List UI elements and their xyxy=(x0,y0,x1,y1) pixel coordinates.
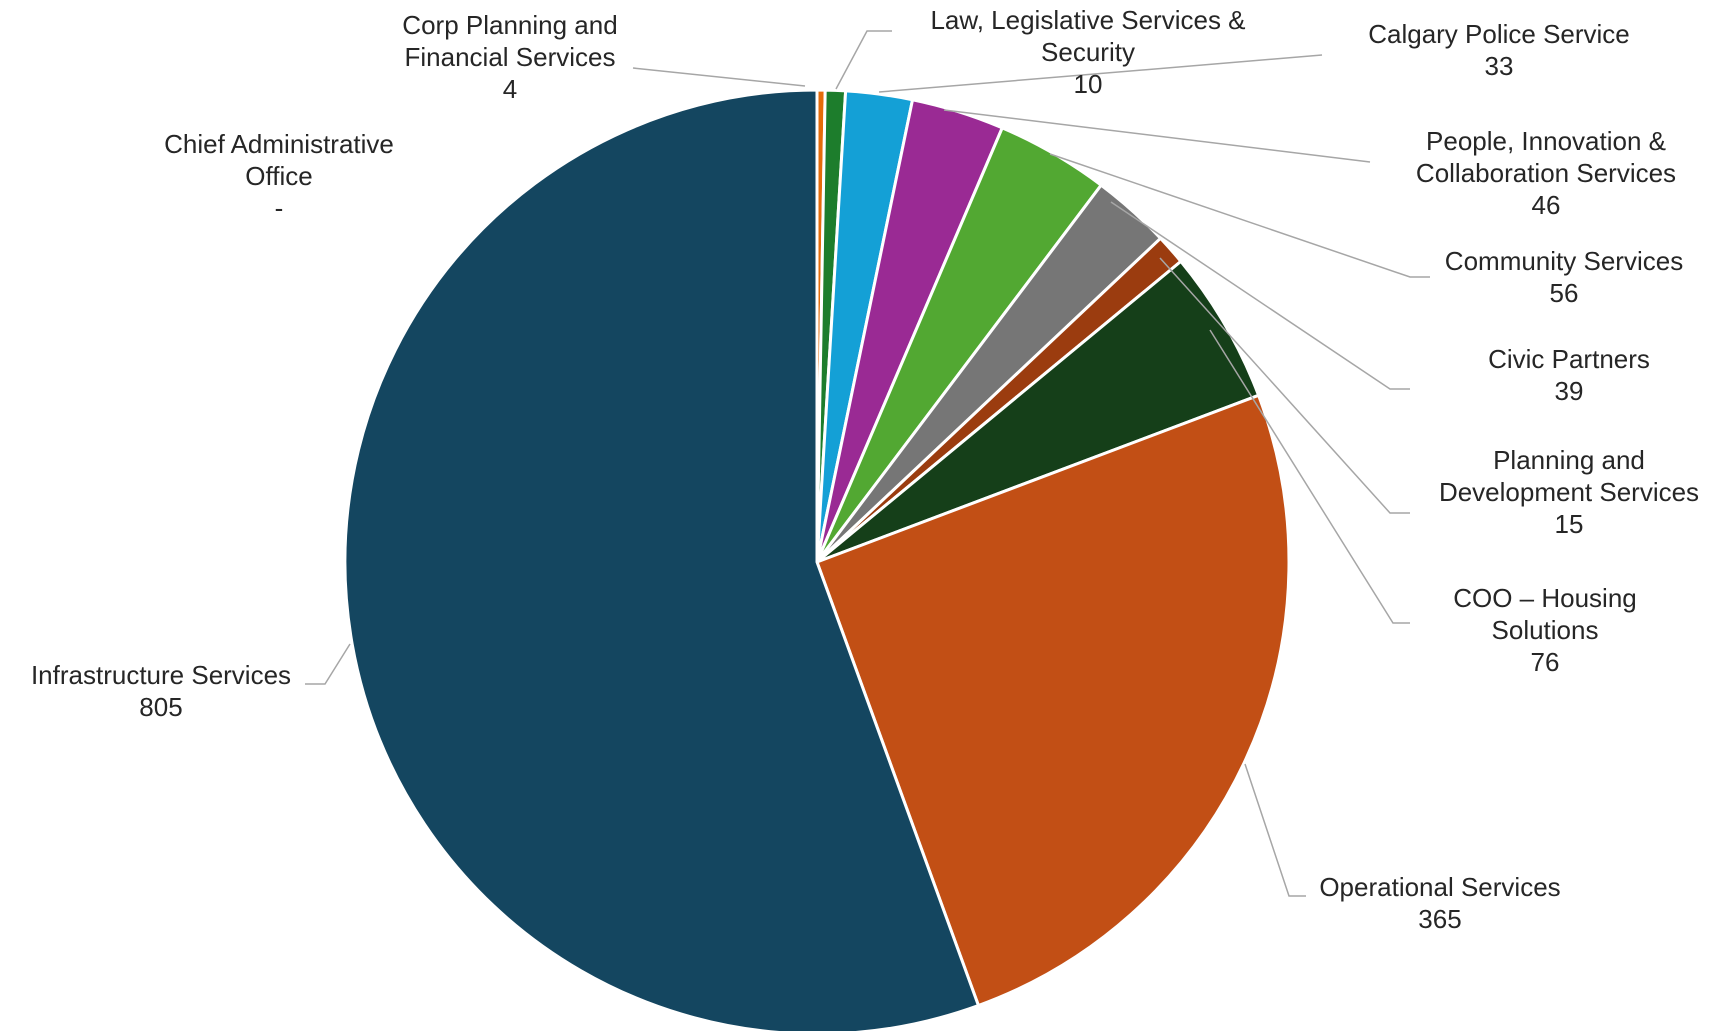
slice-label: Civic Partners 39 xyxy=(1488,344,1650,406)
leader-line xyxy=(835,30,892,90)
slice-label: Infrastructure Services 805 xyxy=(31,660,291,722)
slice-label-text: Operational Services xyxy=(1319,872,1560,902)
slice-label-text: Civic Partners xyxy=(1488,344,1650,374)
slice-label-text: Corp Planning and xyxy=(402,10,617,40)
slice-label: Corp Planning and Financial Services 4 xyxy=(402,10,617,104)
slice-label-text: Financial Services xyxy=(405,42,616,72)
leader-lines xyxy=(305,30,1430,897)
slice-value-label: 4 xyxy=(503,74,517,104)
slice-value-label: - xyxy=(275,193,284,223)
slice-label-text: Planning and xyxy=(1493,445,1645,475)
slice-label-text: Solutions xyxy=(1492,615,1599,645)
slice-label-text: People, Innovation & xyxy=(1426,126,1666,156)
slice-value-label: 10 xyxy=(1074,69,1103,99)
slice-label-text: Office xyxy=(245,161,312,191)
leader-line xyxy=(632,67,806,87)
slice-label: People, Innovation & Collaboration Servic… xyxy=(1416,126,1676,220)
slice-label: Calgary Police Service 33 xyxy=(1368,19,1630,81)
leader-line xyxy=(1209,329,1410,624)
slice-label-text: Calgary Police Service xyxy=(1368,19,1630,49)
pie-slice xyxy=(815,393,1291,1008)
pie-slice xyxy=(816,259,1261,564)
slice-label-text: Collaboration Services xyxy=(1416,158,1676,188)
slice-value-label: 365 xyxy=(1418,904,1461,934)
slice-value-label: 33 xyxy=(1485,51,1514,81)
slice-label-text: Community Services xyxy=(1445,246,1683,276)
slice-value-label: 39 xyxy=(1555,376,1584,406)
slice-label: COO – Housing Solutions 76 xyxy=(1453,583,1637,677)
slice-label-text: Chief Administrative xyxy=(164,129,394,159)
leader-line xyxy=(1159,257,1410,514)
slice-label: Community Services 56 xyxy=(1445,246,1683,308)
leader-line xyxy=(1049,153,1430,278)
slice-label-text: Law, Legislative Services & xyxy=(930,5,1245,35)
leader-line xyxy=(305,643,351,685)
slice-value-label: 76 xyxy=(1531,647,1560,677)
slice-label-text: Security xyxy=(1041,37,1135,67)
pie-slices xyxy=(343,88,1291,1036)
slice-value-label: 15 xyxy=(1555,509,1584,539)
slice-label: Law, Legislative Services & Security 10 xyxy=(930,5,1245,99)
slice-labels: Chief Administrative Office -Corp Planning… xyxy=(31,5,1699,934)
leader-line xyxy=(1110,201,1410,390)
slice-label-text: COO – Housing xyxy=(1453,583,1637,613)
slice-label-text: Infrastructure Services xyxy=(31,660,291,690)
slice-label-text: Development Services xyxy=(1439,477,1699,507)
pie-slice xyxy=(343,88,981,1036)
leader-line xyxy=(943,109,1371,163)
slice-label: Operational Services 365 xyxy=(1319,872,1560,934)
slice-value-label: 56 xyxy=(1550,278,1579,308)
slice-label: Chief Administrative Office - xyxy=(164,129,394,223)
slice-value-label: 46 xyxy=(1532,190,1561,220)
leader-line xyxy=(878,54,1323,93)
slice-label: Planning and Development Services 15 xyxy=(1439,445,1699,539)
slice-value-label: 805 xyxy=(139,692,182,722)
leader-line xyxy=(1244,763,1306,897)
